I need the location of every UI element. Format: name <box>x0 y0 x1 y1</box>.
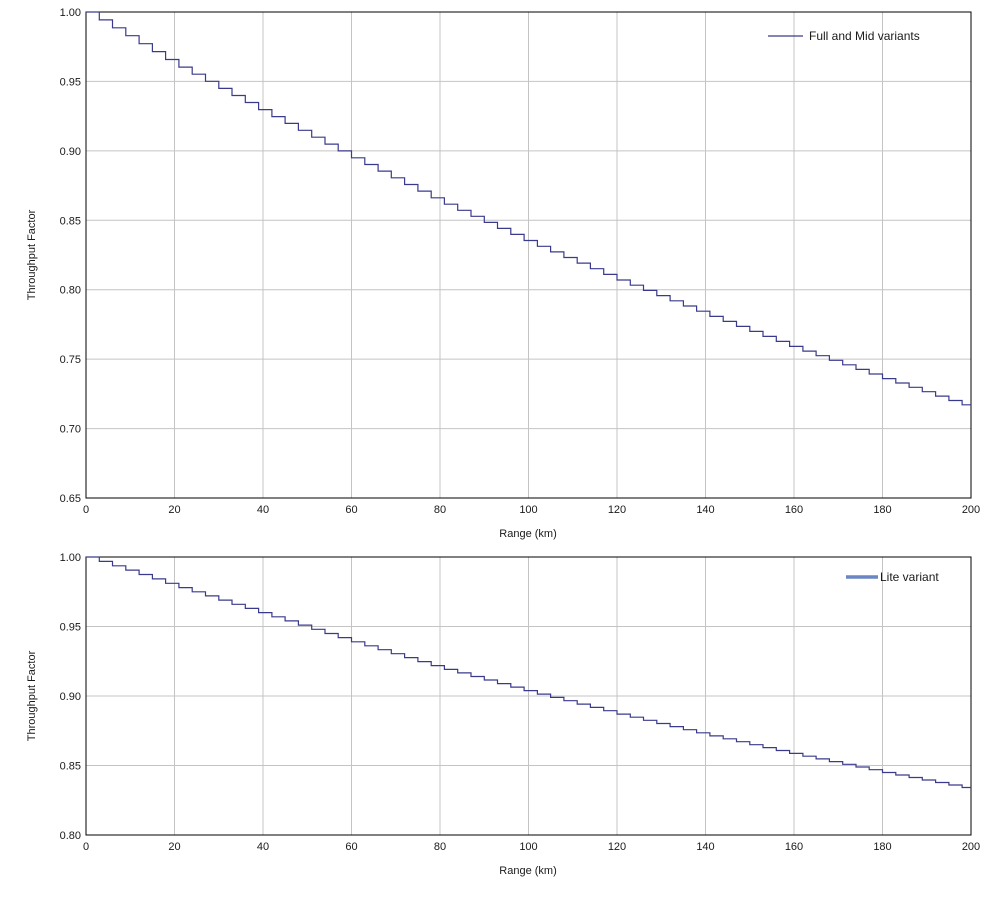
chart-2-y-tick-label: 0.85 <box>60 761 81 773</box>
chart-1-x-axis-title: Range (km) <box>499 528 556 540</box>
chart-1-x-tick-label: 40 <box>257 504 269 516</box>
chart-1-plot-area <box>85 11 972 499</box>
chart-2-y-axis: 0.80 0.85 0.90 0.95 1.00 <box>60 552 81 842</box>
chart-1-y-tick-label: 0.65 <box>60 493 81 505</box>
chart-1-gridlines <box>86 12 971 498</box>
chart-2-x-tick-label: 40 <box>257 841 269 853</box>
chart-2-x-axis: 0 20 40 60 80 100 120 140 160 180 200 <box>83 841 980 853</box>
chart-1-x-tick-label: 160 <box>785 504 803 516</box>
chart-2-y-tick-label: 0.95 <box>60 622 81 634</box>
chart-2-x-tick-label: 60 <box>345 841 357 853</box>
chart-1-x-tick-label: 80 <box>434 504 446 516</box>
chart-1-x-tick-label: 100 <box>519 504 537 516</box>
chart-1-y-tick-label: 0.80 <box>60 285 81 297</box>
chart-2-legend-label: Lite variant <box>880 570 939 584</box>
chart-1-x-tick-label: 20 <box>168 504 180 516</box>
chart-1-x-tick-label: 180 <box>873 504 891 516</box>
chart-2-gridlines <box>86 557 971 835</box>
chart-2-x-tick-label: 160 <box>785 841 803 853</box>
chart-1-x-tick-label: 200 <box>962 504 980 516</box>
chart-1-y-tick-label: 1.00 <box>60 7 81 19</box>
chart-1-x-tick-label: 60 <box>345 504 357 516</box>
chart-1-legend-label: Full and Mid variants <box>809 29 920 43</box>
chart-2-x-tick-label: 80 <box>434 841 446 853</box>
chart-1-y-tick-label: 0.85 <box>60 215 81 227</box>
chart-2-y-tick-label: 0.80 <box>60 830 81 842</box>
chart-1-x-tick-label: 0 <box>83 504 89 516</box>
chart-1-y-axis-title: Throughput Factor <box>26 209 38 300</box>
chart-2-x-tick-label: 140 <box>696 841 714 853</box>
chart-1-series-line-1 <box>86 11 971 406</box>
chart-1-y-axis: 0.65 0.70 0.75 0.80 0.85 0.90 0.95 1.00 <box>60 7 81 505</box>
chart-1-legend: Full and Mid variants <box>768 29 920 43</box>
chart-2-x-axis-title: Range (km) <box>499 865 556 877</box>
chart-2-y-tick-label: 0.90 <box>60 691 81 703</box>
chart-2-x-tick-label: 100 <box>519 841 537 853</box>
chart-2-series <box>86 556 971 789</box>
chart-full-mid: 0.65 0.70 0.75 0.80 0.85 0.90 0.95 1.00 0 20 40 60… <box>26 7 980 540</box>
chart-1-x-axis: 0 20 40 60 80 100 120 140 160 180 200 <box>83 504 980 516</box>
chart-1-y-tick-label: 0.90 <box>60 146 81 158</box>
chart-2-series-line-1 <box>86 556 971 789</box>
chart-2-x-tick-label: 0 <box>83 841 89 853</box>
chart-1-y-tick-label: 0.75 <box>60 354 81 366</box>
chart-1-y-tick-label: 0.95 <box>60 76 81 88</box>
chart-2-plot-area <box>85 556 972 836</box>
chart-1-x-tick-label: 140 <box>696 504 714 516</box>
chart-2-x-tick-label: 180 <box>873 841 891 853</box>
chart-1-y-tick-label: 0.70 <box>60 424 81 436</box>
chart-2-y-tick-label: 1.00 <box>60 552 81 564</box>
chart-1-x-tick-label: 120 <box>608 504 626 516</box>
chart-2-legend: Lite variant <box>846 570 939 584</box>
chart-2-y-axis-title: Throughput Factor <box>26 650 38 741</box>
chart-2-x-tick-label: 200 <box>962 841 980 853</box>
chart-1-series <box>86 11 971 406</box>
chart-2-x-tick-label: 20 <box>168 841 180 853</box>
chart-2-x-tick-label: 120 <box>608 841 626 853</box>
chart-lite: 0.80 0.85 0.90 0.95 1.00 0 20 40 60 80 100 120 140 1… <box>26 552 980 877</box>
